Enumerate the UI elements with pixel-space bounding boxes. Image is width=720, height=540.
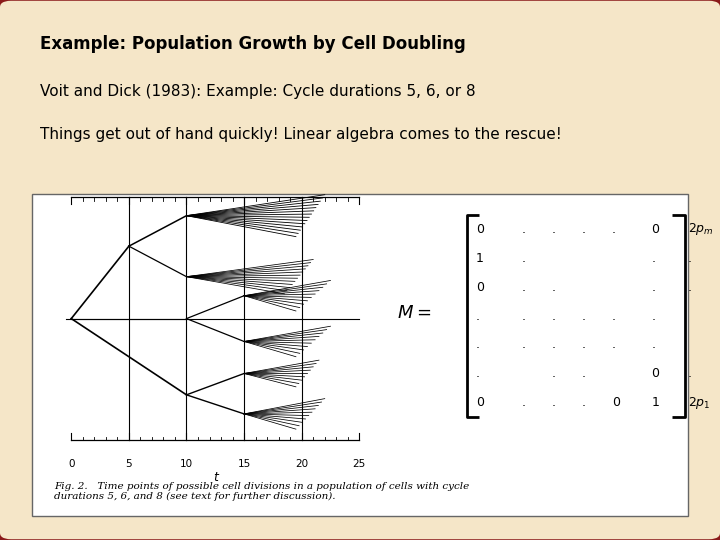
Text: t: t (213, 471, 217, 484)
Text: .: . (582, 396, 586, 409)
Text: .: . (521, 309, 526, 322)
Text: .: . (521, 396, 526, 409)
Text: 15: 15 (238, 460, 251, 469)
Text: .: . (552, 396, 556, 409)
Text: .: . (552, 309, 556, 322)
Text: 0: 0 (68, 460, 75, 469)
Text: .: . (552, 223, 556, 236)
Text: .: . (552, 281, 556, 294)
Text: 0: 0 (476, 223, 484, 236)
Text: .: . (652, 281, 655, 294)
Text: 10: 10 (180, 460, 193, 469)
Text: Things get out of hand quickly! Linear algebra comes to the rescue!: Things get out of hand quickly! Linear a… (40, 127, 562, 142)
Text: $\mathit{M} =$: $\mathit{M} =$ (397, 305, 431, 322)
Text: Fig. 2.   Time points of possible cell divisions in a population of cells with c: Fig. 2. Time points of possible cell div… (54, 482, 469, 501)
Text: .: . (476, 367, 480, 380)
Text: 1: 1 (476, 252, 484, 265)
Text: .: . (582, 309, 586, 322)
Text: .: . (688, 252, 692, 265)
Text: .: . (612, 309, 616, 322)
Text: 0: 0 (652, 223, 660, 236)
Text: .: . (552, 339, 556, 352)
FancyBboxPatch shape (32, 194, 688, 516)
Text: .: . (521, 223, 526, 236)
Text: .: . (582, 367, 586, 380)
Text: .: . (652, 252, 655, 265)
Text: .: . (612, 223, 616, 236)
Text: 20: 20 (295, 460, 308, 469)
Text: $2p_1$: $2p_1$ (688, 395, 710, 410)
Text: .: . (476, 339, 480, 352)
Text: .: . (582, 223, 586, 236)
Text: 5: 5 (125, 460, 132, 469)
Text: Voit and Dick (1983): Example: Cycle durations 5, 6, or 8: Voit and Dick (1983): Example: Cycle dur… (40, 84, 475, 99)
Text: .: . (688, 367, 692, 380)
Text: Example: Population Growth by Cell Doubling: Example: Population Growth by Cell Doubl… (40, 35, 465, 53)
Text: .: . (521, 339, 526, 352)
Text: $2p_m$: $2p_m$ (688, 221, 714, 238)
Text: .: . (612, 339, 616, 352)
Text: 1: 1 (652, 396, 660, 409)
Text: .: . (521, 252, 526, 265)
Text: .: . (521, 281, 526, 294)
Text: 0: 0 (476, 281, 484, 294)
Text: 0: 0 (476, 396, 484, 409)
Text: 25: 25 (353, 460, 366, 469)
Text: .: . (688, 281, 692, 294)
Text: .: . (476, 309, 480, 322)
Text: 0: 0 (652, 367, 660, 380)
Text: .: . (552, 367, 556, 380)
Text: 0: 0 (612, 396, 620, 409)
Text: .: . (652, 339, 655, 352)
Text: .: . (652, 309, 655, 322)
Text: .: . (582, 339, 586, 352)
